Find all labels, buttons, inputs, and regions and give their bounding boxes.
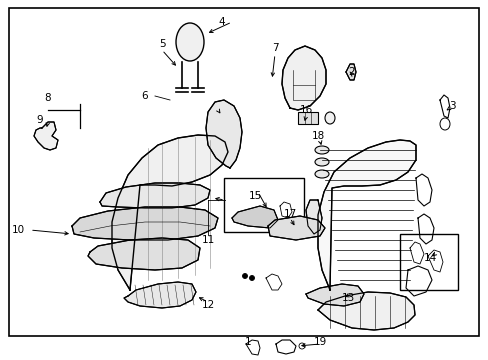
Text: 6: 6: [142, 91, 148, 101]
Text: 19: 19: [313, 337, 326, 347]
Text: 17: 17: [283, 209, 296, 219]
Bar: [399, 234, 457, 290]
Text: 12: 12: [201, 300, 214, 310]
Polygon shape: [282, 46, 325, 110]
Text: 16: 16: [299, 105, 312, 115]
Polygon shape: [100, 183, 209, 208]
Text: 5: 5: [159, 39, 165, 49]
Text: 14: 14: [423, 253, 436, 263]
Ellipse shape: [176, 23, 203, 61]
Text: 18: 18: [311, 131, 324, 141]
Polygon shape: [88, 238, 200, 270]
Text: 10: 10: [11, 225, 24, 235]
Ellipse shape: [314, 158, 328, 166]
Ellipse shape: [242, 274, 247, 279]
Text: 2: 2: [348, 67, 355, 77]
Polygon shape: [305, 200, 321, 234]
Polygon shape: [317, 140, 415, 290]
Polygon shape: [34, 122, 58, 150]
Text: 11: 11: [201, 235, 214, 245]
Ellipse shape: [325, 112, 334, 124]
Text: 7: 7: [271, 43, 278, 53]
Ellipse shape: [314, 146, 328, 154]
Text: 13: 13: [341, 293, 354, 303]
Ellipse shape: [249, 275, 254, 280]
Text: 8: 8: [44, 93, 51, 103]
Text: 15: 15: [248, 191, 261, 201]
Polygon shape: [231, 206, 278, 228]
Bar: [224, 178, 304, 232]
Text: 9: 9: [37, 115, 43, 125]
Text: 1: 1: [244, 337, 251, 347]
Ellipse shape: [314, 170, 328, 178]
Polygon shape: [267, 216, 325, 240]
Polygon shape: [72, 207, 218, 240]
Polygon shape: [317, 292, 414, 330]
Polygon shape: [346, 64, 355, 80]
Text: 3: 3: [448, 101, 454, 111]
Polygon shape: [124, 282, 196, 308]
Polygon shape: [305, 284, 363, 306]
Polygon shape: [112, 135, 227, 290]
Text: 4: 4: [218, 17, 225, 27]
Polygon shape: [205, 100, 242, 168]
Bar: [297, 112, 317, 124]
